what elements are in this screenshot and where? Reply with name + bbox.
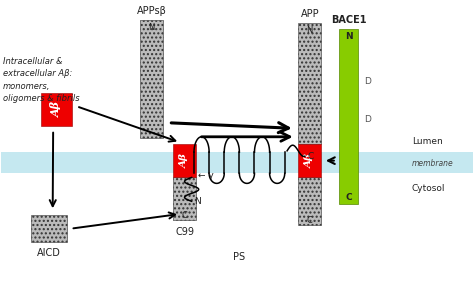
Text: C: C [182,211,188,220]
Bar [299,144,321,177]
Text: D: D [364,115,371,124]
Text: N: N [307,26,313,35]
Text: PS: PS [233,252,246,262]
Bar [0,152,474,173]
Text: C: C [307,152,313,161]
Text: C99: C99 [175,226,194,237]
Text: ← γ: ← γ [198,171,213,180]
Bar [31,215,67,242]
Text: BACE1: BACE1 [331,15,366,25]
Text: N: N [148,23,155,32]
Text: C: C [307,216,313,225]
Text: Aβ: Aβ [180,153,189,168]
Text: APP: APP [301,9,319,19]
Text: D: D [364,77,371,86]
Bar [173,144,196,177]
Text: Aβ: Aβ [305,153,314,168]
Text: C: C [345,193,352,202]
Text: Aβ: Aβ [51,102,62,117]
Bar [173,177,196,220]
Text: APPsβ: APPsβ [137,6,166,16]
Text: N: N [194,197,201,206]
Text: N: N [345,32,352,41]
Bar [299,177,321,225]
Bar [338,29,358,204]
Text: membrane: membrane [412,159,454,168]
Bar [41,93,72,125]
Text: Cytosol: Cytosol [412,184,446,193]
Text: Intracellular &
extracellular Aβ:
monomers,
oligomers & fibrils: Intracellular & extracellular Aβ: monome… [3,57,80,103]
Bar [140,20,163,138]
Text: Lumen: Lumen [412,136,443,146]
Bar [299,23,321,144]
Text: AICD: AICD [37,248,61,258]
